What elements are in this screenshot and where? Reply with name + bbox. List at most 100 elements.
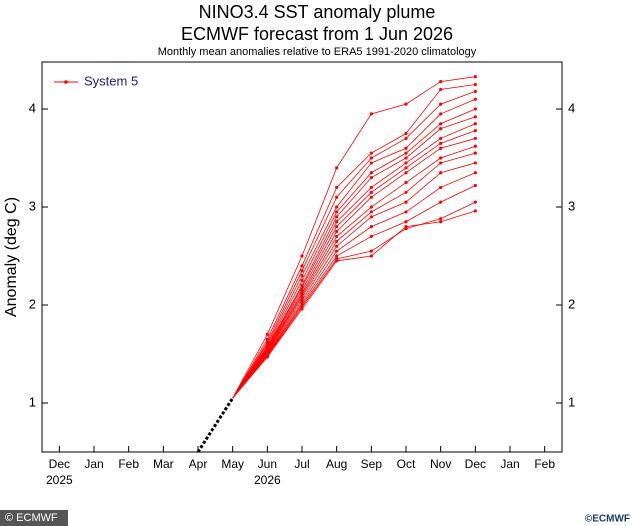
- member-point: [335, 166, 339, 170]
- member-point: [473, 171, 477, 175]
- member-line: [232, 172, 476, 399]
- member-point: [473, 200, 477, 204]
- member-point: [404, 136, 408, 141]
- x-tick-label: Nov: [430, 457, 451, 471]
- member-point: [473, 209, 477, 213]
- member-point: [404, 151, 408, 155]
- x-tick-label: Feb: [534, 457, 555, 471]
- y-tick-label: 2: [29, 296, 36, 311]
- member-point: [404, 210, 408, 214]
- member-point: [369, 112, 373, 116]
- member-line: [232, 116, 476, 399]
- member-point: [369, 215, 373, 219]
- member-point: [369, 234, 373, 239]
- member-point: [300, 298, 304, 302]
- x-tick-label: Mar: [153, 457, 174, 471]
- y2-tick-label: 3: [568, 198, 575, 213]
- member-point: [439, 122, 443, 126]
- member-point: [439, 87, 443, 92]
- y2-tick-label: 2: [568, 296, 575, 311]
- member-point: [300, 274, 304, 278]
- member-point: [404, 180, 408, 185]
- x-tick-label: Dec: [49, 457, 70, 471]
- member-point: [300, 278, 304, 283]
- member-line: [232, 185, 476, 399]
- x-tick-label: Apr: [189, 457, 208, 471]
- member-point: [404, 161, 408, 165]
- member-point: [335, 254, 339, 258]
- member-point: [335, 249, 339, 253]
- member-point: [473, 144, 477, 148]
- member-point: [439, 102, 443, 106]
- member-point: [439, 220, 443, 224]
- member-point: [439, 171, 443, 175]
- member-line: [232, 152, 476, 399]
- member-point: [404, 131, 408, 136]
- y2-tick-label: 4: [568, 100, 575, 115]
- member-point: [473, 97, 477, 101]
- member-point: [473, 128, 477, 133]
- member-line: [232, 162, 476, 399]
- member-point: [369, 171, 373, 175]
- member-point: [335, 220, 339, 224]
- x-tick-label: Feb: [118, 457, 139, 471]
- member-point: [439, 217, 443, 221]
- member-point: [439, 136, 443, 141]
- x-tick-label: Jun: [258, 457, 277, 471]
- y-tick-label: 3: [29, 198, 36, 213]
- member-point: [404, 220, 408, 224]
- member-point: [335, 234, 339, 239]
- member-point: [335, 259, 339, 263]
- member-point: [300, 264, 304, 268]
- credit-band: [0, 510, 68, 526]
- member-point: [404, 190, 408, 194]
- credit-left: © ECMWF: [5, 512, 58, 524]
- member-point: [369, 249, 373, 253]
- member-point: [369, 254, 373, 258]
- x-tick-label: Aug: [326, 457, 347, 471]
- member-point: [439, 79, 443, 84]
- member-point: [473, 82, 477, 87]
- member-point: [439, 146, 443, 150]
- chart-subtitle: ECMWF forecast from 1 Jun 2026: [181, 24, 453, 44]
- member-point: [369, 225, 373, 229]
- member-point: [300, 254, 304, 258]
- member-point: [473, 107, 477, 111]
- year-label: 2026: [254, 473, 281, 487]
- member-point: [473, 115, 477, 119]
- chart-title: NINO3.4 SST anomaly plume: [199, 2, 436, 22]
- member-point: [335, 205, 339, 209]
- x-tick-label: Jan: [500, 457, 519, 471]
- member-point: [300, 269, 304, 273]
- member-line: [232, 91, 476, 399]
- member-point: [335, 195, 339, 199]
- member-point: [404, 171, 408, 175]
- member-line: [232, 84, 476, 399]
- member-line: [232, 123, 476, 399]
- member-line: [232, 130, 476, 399]
- member-point: [369, 176, 373, 180]
- member-point: [439, 112, 443, 116]
- year-label: 2025: [46, 473, 73, 487]
- credit-right: ©ECMWF: [585, 514, 630, 525]
- member-point: [439, 161, 443, 165]
- member-point: [369, 205, 373, 209]
- member-point: [335, 210, 339, 214]
- y-tick-label: 4: [29, 100, 36, 115]
- x-tick-label: May: [221, 457, 244, 471]
- member-point: [335, 225, 339, 229]
- member-point: [369, 190, 373, 194]
- y-tick-label: 1: [29, 394, 36, 409]
- member-point: [473, 136, 477, 141]
- member-point: [300, 295, 304, 299]
- legend-label: System 5: [84, 73, 138, 88]
- y-axis-label: Anomaly (deg C): [3, 197, 20, 317]
- member-line: [232, 210, 476, 399]
- x-tick-label: Sep: [361, 457, 383, 471]
- member-line: [232, 108, 476, 399]
- y2-tick-label: 1: [568, 394, 575, 409]
- member-point: [369, 185, 373, 190]
- observed-line: [196, 397, 234, 453]
- member-point: [404, 200, 408, 204]
